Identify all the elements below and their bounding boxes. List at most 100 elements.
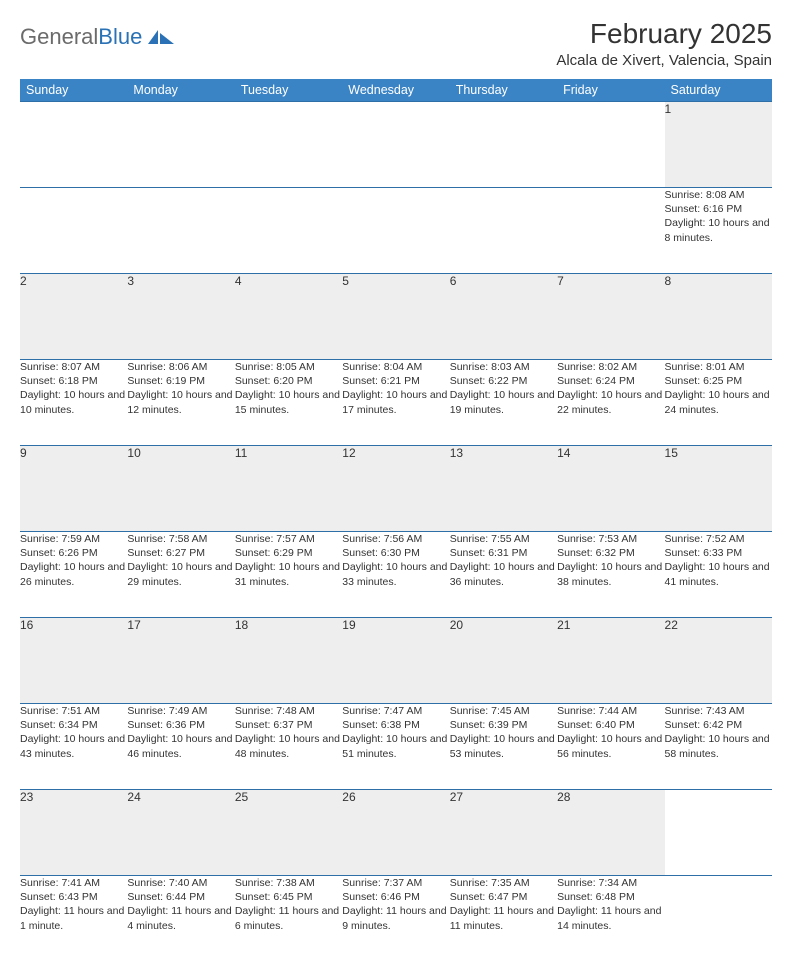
sunset-line: Sunset: 6:25 PM (665, 374, 772, 388)
sunset-line: Sunset: 6:47 PM (450, 890, 557, 904)
sunrise-line: Sunrise: 7:38 AM (235, 876, 342, 890)
sunrise-line: Sunrise: 7:49 AM (127, 704, 234, 718)
sunrise-value: 7:58 AM (169, 533, 208, 545)
day-content-cell: Sunrise: 7:58 AMSunset: 6:27 PMDaylight:… (127, 532, 234, 618)
day-number-cell (450, 102, 557, 188)
sunset-value: 6:45 PM (273, 891, 312, 903)
sunrise-line: Sunrise: 8:06 AM (127, 360, 234, 374)
daylight-value: 10 hours and 8 minutes. (665, 217, 770, 243)
sunset-line: Sunset: 6:20 PM (235, 374, 342, 388)
day-number: 24 (127, 790, 140, 804)
sunset-value: 6:22 PM (488, 375, 527, 387)
sunset-line: Sunset: 6:42 PM (665, 718, 772, 732)
day-header-row: Sunday Monday Tuesday Wednesday Thursday… (20, 79, 772, 102)
day-content-cell (127, 188, 234, 274)
sunset-value: 6:33 PM (703, 547, 742, 559)
day-number: 9 (20, 446, 27, 460)
sunrise-value: 8:06 AM (169, 361, 208, 373)
day-number: 16 (20, 618, 33, 632)
daylight-value: 10 hours and 24 minutes. (665, 389, 770, 415)
calendar-page: GeneralBlue February 2025 Alcala de Xive… (0, 0, 792, 972)
sunrise-value: 7:48 AM (276, 705, 315, 717)
logo-text-general: General (20, 24, 98, 50)
sunrise-line: Sunrise: 8:04 AM (342, 360, 449, 374)
sunrise-value: 8:08 AM (706, 189, 745, 201)
daylight-line: Daylight: 10 hours and 43 minutes. (20, 732, 127, 760)
day-content-cell: Sunrise: 8:02 AMSunset: 6:24 PMDaylight:… (557, 360, 664, 446)
sunset-value: 6:40 PM (596, 719, 635, 731)
sunrise-line: Sunrise: 7:45 AM (450, 704, 557, 718)
day-content-cell: Sunrise: 7:45 AMSunset: 6:39 PMDaylight:… (450, 704, 557, 790)
day-number: 23 (20, 790, 33, 804)
daylight-value: 10 hours and 15 minutes. (235, 389, 340, 415)
daylight-value: 11 hours and 14 minutes. (557, 905, 661, 931)
daylight-line: Daylight: 10 hours and 8 minutes. (665, 216, 772, 244)
day-number-cell (235, 102, 342, 188)
daylight-value: 10 hours and 33 minutes. (342, 561, 447, 587)
day-content-cell: Sunrise: 8:08 AMSunset: 6:16 PMDaylight:… (665, 188, 772, 274)
day-number: 25 (235, 790, 248, 804)
sunrise-line: Sunrise: 7:40 AM (127, 876, 234, 890)
day-number: 13 (450, 446, 463, 460)
sunset-line: Sunset: 6:38 PM (342, 718, 449, 732)
sunrise-value: 7:37 AM (384, 877, 423, 889)
sunrise-value: 7:43 AM (706, 705, 745, 717)
day-number-cell: 17 (127, 618, 234, 704)
day-number: 14 (557, 446, 570, 460)
daylight-value: 10 hours and 29 minutes. (127, 561, 232, 587)
daylight-line: Daylight: 10 hours and 17 minutes. (342, 388, 449, 416)
week-content-row: Sunrise: 7:41 AMSunset: 6:43 PMDaylight:… (20, 876, 772, 962)
sunrise-line: Sunrise: 8:02 AM (557, 360, 664, 374)
day-number-cell (20, 102, 127, 188)
daylight-value: 10 hours and 58 minutes. (665, 733, 770, 759)
daylight-line: Daylight: 10 hours and 29 minutes. (127, 560, 234, 588)
sunrise-line: Sunrise: 7:59 AM (20, 532, 127, 546)
sunset-value: 6:30 PM (381, 547, 420, 559)
sunrise-line: Sunrise: 7:47 AM (342, 704, 449, 718)
daylight-line: Daylight: 10 hours and 38 minutes. (557, 560, 664, 588)
day-content-cell: Sunrise: 7:51 AMSunset: 6:34 PMDaylight:… (20, 704, 127, 790)
day-number-cell: 6 (450, 274, 557, 360)
day-number-cell: 1 (665, 102, 772, 188)
daylight-line: Daylight: 10 hours and 15 minutes. (235, 388, 342, 416)
day-number-cell: 12 (342, 446, 449, 532)
sunset-value: 6:16 PM (703, 203, 742, 215)
day-content-cell: Sunrise: 7:38 AMSunset: 6:45 PMDaylight:… (235, 876, 342, 962)
daylight-value: 10 hours and 51 minutes. (342, 733, 447, 759)
sunset-value: 6:42 PM (703, 719, 742, 731)
daylight-value: 11 hours and 11 minutes. (450, 905, 554, 931)
day-content-cell (557, 188, 664, 274)
sunrise-line: Sunrise: 8:07 AM (20, 360, 127, 374)
sunset-line: Sunset: 6:27 PM (127, 546, 234, 560)
daylight-value: 10 hours and 56 minutes. (557, 733, 662, 759)
day-number-cell: 5 (342, 274, 449, 360)
day-header: Sunday (20, 79, 127, 102)
daylight-value: 10 hours and 26 minutes. (20, 561, 125, 587)
day-content-cell (342, 188, 449, 274)
day-number-cell: 4 (235, 274, 342, 360)
day-content-cell: Sunrise: 7:48 AMSunset: 6:37 PMDaylight:… (235, 704, 342, 790)
daylight-value: 11 hours and 1 minute. (20, 905, 124, 931)
sunset-value: 6:47 PM (488, 891, 527, 903)
sunrise-line: Sunrise: 7:53 AM (557, 532, 664, 546)
day-content-cell: Sunrise: 7:34 AMSunset: 6:48 PMDaylight:… (557, 876, 664, 962)
day-number-cell: 3 (127, 274, 234, 360)
sunrise-line: Sunrise: 7:44 AM (557, 704, 664, 718)
day-number: 8 (665, 274, 672, 288)
sunset-value: 6:19 PM (166, 375, 205, 387)
daylight-value: 10 hours and 41 minutes. (665, 561, 770, 587)
day-content-cell (20, 188, 127, 274)
daylight-value: 10 hours and 22 minutes. (557, 389, 662, 415)
sunrise-value: 7:40 AM (169, 877, 208, 889)
daylight-line: Daylight: 10 hours and 36 minutes. (450, 560, 557, 588)
day-content-cell: Sunrise: 7:47 AMSunset: 6:38 PMDaylight:… (342, 704, 449, 790)
day-number: 1 (665, 102, 672, 116)
sunset-line: Sunset: 6:31 PM (450, 546, 557, 560)
daylight-line: Daylight: 10 hours and 10 minutes. (20, 388, 127, 416)
day-header: Thursday (450, 79, 557, 102)
day-content-cell: Sunrise: 7:44 AMSunset: 6:40 PMDaylight:… (557, 704, 664, 790)
daylight-line: Daylight: 11 hours and 11 minutes. (450, 904, 557, 932)
sunset-line: Sunset: 6:26 PM (20, 546, 127, 560)
daylight-value: 10 hours and 31 minutes. (235, 561, 340, 587)
day-number-cell: 9 (20, 446, 127, 532)
